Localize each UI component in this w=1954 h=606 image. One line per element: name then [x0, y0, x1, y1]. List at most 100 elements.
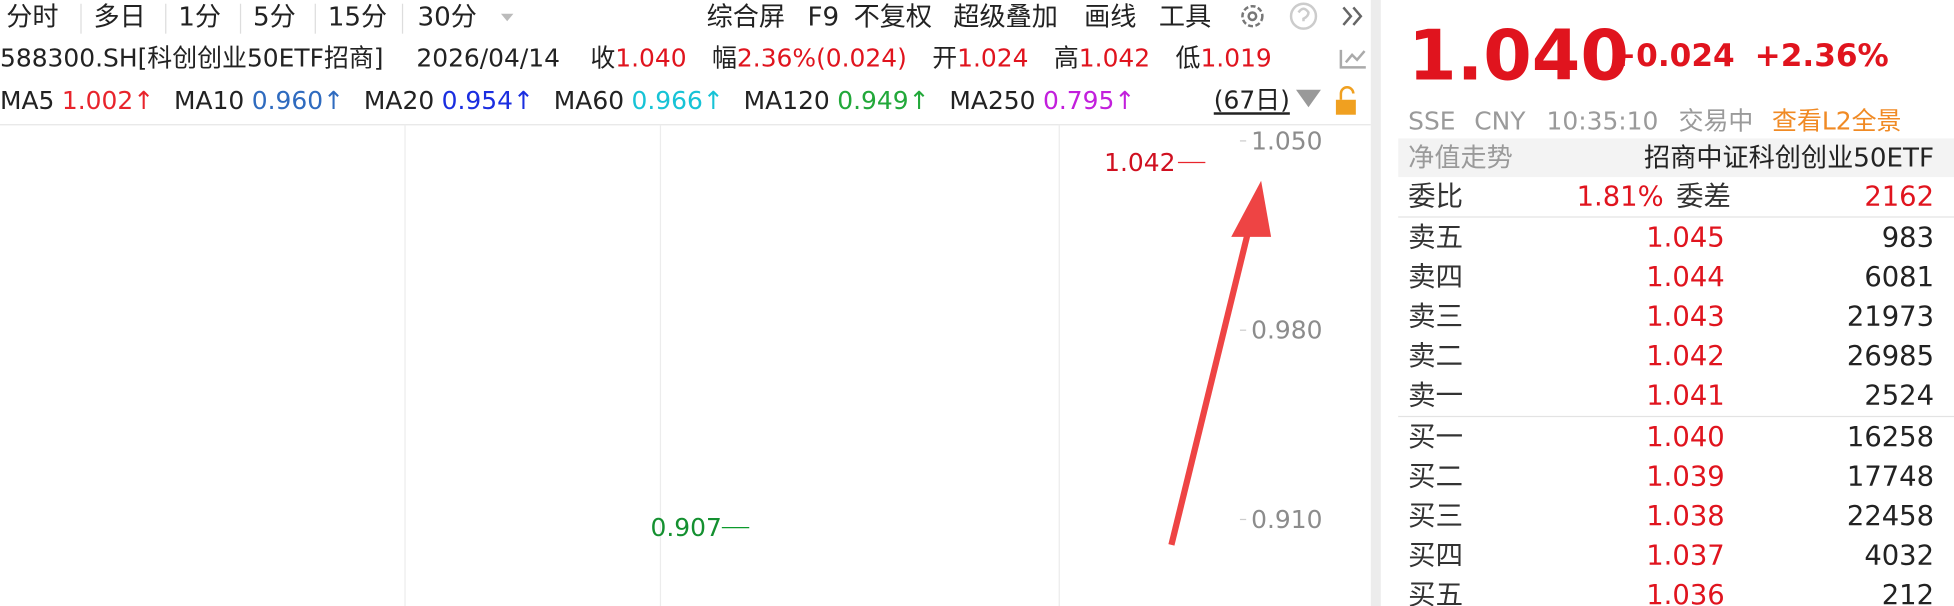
legend-value: 0.795	[1043, 85, 1114, 114]
tab[interactable]: 多日	[93, 2, 145, 32]
settings-icon[interactable]	[1241, 4, 1264, 28]
level-label: 买五	[1408, 580, 1463, 606]
level-volume: 6081	[1864, 262, 1934, 293]
last-price: 1.040	[1408, 16, 1629, 97]
tool-button[interactable]: 工具	[1159, 2, 1211, 32]
security-code: 588300.SH[科创创业50ETF招商]	[0, 43, 384, 72]
lock-icon[interactable]	[1335, 86, 1356, 115]
level-price: 1.038	[1646, 501, 1724, 532]
legend-name: MA10	[174, 85, 244, 114]
period-label[interactable]: (67日)	[1214, 85, 1290, 114]
level-price: 1.044	[1646, 262, 1724, 293]
tool-button[interactable]: 综合屏	[707, 2, 785, 32]
field-label: 低	[1176, 43, 1201, 72]
fund-name: 招商中证科创创业50ETF	[1644, 143, 1934, 173]
level-label: 卖二	[1408, 341, 1463, 372]
diff-value: 2162	[1864, 182, 1934, 213]
level-volume: 2524	[1864, 380, 1934, 411]
field-label: 开	[932, 43, 957, 72]
ratio-value: 1.81%	[1577, 182, 1664, 213]
nav-tab[interactable]: 净值走势	[1408, 143, 1513, 173]
price-axis: 0.910 0.980 1.050	[1239, 126, 1322, 534]
dropdown-icon[interactable]	[500, 13, 514, 22]
trading-status: 交易中	[1679, 106, 1754, 135]
tool-button[interactable]: 超级叠加	[953, 2, 1058, 32]
chart-type-icon[interactable]	[1335, 44, 1371, 73]
field-value: 1.042	[1079, 43, 1150, 72]
legend-name: MA60	[554, 85, 624, 114]
level-volume: 21973	[1847, 301, 1934, 332]
level-label: 卖一	[1408, 380, 1463, 411]
expand-icon[interactable]	[1342, 6, 1363, 26]
field-label: 高	[1054, 43, 1079, 72]
field-value: 1.019	[1200, 43, 1271, 72]
high-label: 1.042	[1104, 148, 1175, 177]
tab[interactable]: 30分	[417, 2, 476, 32]
field-value: 1.024	[957, 43, 1028, 72]
price-change: +0.024	[1610, 38, 1735, 74]
level-price: 1.043	[1646, 301, 1724, 332]
level-volume: 17748	[1847, 462, 1934, 493]
level-price: 1.039	[1646, 462, 1724, 493]
y-tick-label: 0.910	[1251, 505, 1322, 534]
tab[interactable]: 15分	[328, 2, 387, 32]
toolbar: 分时 多日 1分 5分 15分 30分 综合屏 F9 不复权 超级叠加 画线 工…	[6, 2, 1363, 34]
period-dropdown[interactable]	[1296, 89, 1321, 108]
field-label: 幅	[712, 43, 737, 72]
level-volume: 4032	[1864, 540, 1934, 571]
tab[interactable]: 5分	[253, 2, 296, 32]
level-volume: 26985	[1847, 341, 1934, 372]
level-label: 卖五	[1408, 223, 1463, 254]
panel-divider	[1370, 0, 1381, 606]
legend-name: MA250	[949, 85, 1035, 114]
level-price: 1.040	[1646, 422, 1724, 453]
y-tick-label: 1.050	[1251, 126, 1322, 155]
legend-value: 0.966	[632, 85, 703, 114]
percent-change: +2.36%	[1755, 38, 1889, 74]
tab[interactable]: 1分	[178, 2, 221, 32]
exchange: SSE	[1408, 106, 1455, 135]
legend-trend: ↑	[703, 85, 724, 114]
level-price: 1.036	[1646, 580, 1724, 606]
legend-trend: ↑	[909, 85, 930, 114]
level-label: 买一	[1408, 422, 1463, 453]
l2-link[interactable]: 查看L2全景	[1772, 106, 1901, 135]
currency: CNY	[1474, 106, 1526, 135]
level-volume: 212	[1882, 580, 1934, 606]
level-label: 卖三	[1408, 301, 1463, 332]
tool-button[interactable]: 不复权	[854, 2, 932, 32]
level-price: 1.042	[1646, 341, 1724, 372]
legend-name: MA5	[0, 85, 54, 114]
quote-bar: 588300.SH[科创创业50ETF招商] 2026/04/14 收1.040…	[0, 43, 1272, 72]
help-icon[interactable]	[1289, 2, 1318, 30]
legend-name: MA120	[744, 85, 830, 114]
legend-value: 1.002	[62, 85, 133, 114]
tab[interactable]: 分时	[6, 2, 58, 32]
order-book: 卖五 1.045 983 卖四 1.044 6081 卖三 1.043 21973 卖二 1.042…	[1408, 223, 1934, 606]
legend-value: 0.960	[252, 85, 323, 114]
level-price: 1.045	[1646, 223, 1724, 254]
level-label: 买三	[1408, 501, 1463, 532]
level-volume: 983	[1882, 223, 1934, 254]
ratio-label: 委比	[1408, 182, 1463, 213]
legend-trend: ↑	[513, 85, 534, 114]
nav-row-bg	[1398, 138, 1954, 178]
legend-name: MA20	[364, 85, 434, 114]
level-volume: 22458	[1847, 501, 1934, 532]
level-price: 1.037	[1646, 540, 1724, 571]
legend-value: 0.949	[837, 85, 908, 114]
trend-arrow	[1168, 180, 1272, 546]
field-value: 1.040	[615, 43, 686, 72]
tool-button[interactable]: 画线	[1084, 2, 1136, 32]
field-value: 2.36%(0.024)	[737, 43, 907, 72]
level-price: 1.041	[1646, 380, 1724, 411]
quote-time: 10:35:10	[1547, 106, 1659, 135]
diff-label: 委差	[1676, 182, 1731, 213]
level-label: 卖四	[1408, 262, 1463, 293]
ma-legend: MA5 1.002↑ MA10 0.960↑ MA20 0.954↑ MA60 0.966↑ M…	[0, 85, 1135, 114]
legend-trend: ↑	[133, 85, 154, 114]
tool-button[interactable]: F9	[808, 2, 840, 32]
low-label: 0.907	[650, 513, 721, 542]
